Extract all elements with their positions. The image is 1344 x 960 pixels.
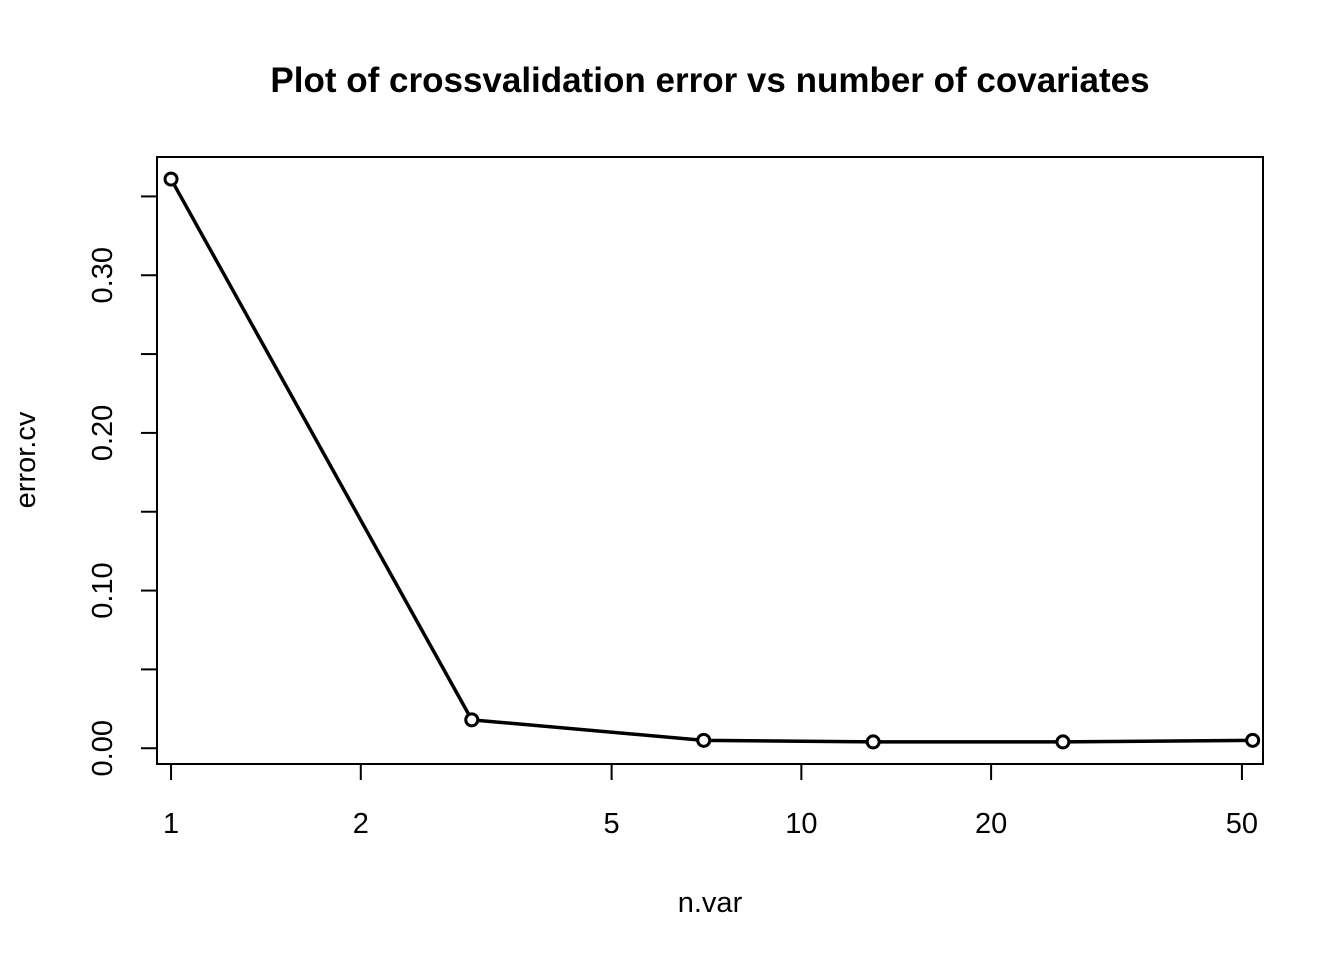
x-tick-label: 2 xyxy=(353,808,369,840)
x-tick-label: 20 xyxy=(975,808,1007,840)
data-point xyxy=(1245,732,1261,748)
x-axis: 1 2 5 10 20 50 xyxy=(163,763,1258,840)
y-tick-label: 0.00 xyxy=(87,720,119,776)
y-tick-label: 0.10 xyxy=(87,562,119,618)
x-tick-label: 50 xyxy=(1226,808,1258,840)
x-tick-label: 5 xyxy=(604,808,620,840)
chart-title: Plot of crossvalidation error vs number … xyxy=(270,61,1149,100)
data-point xyxy=(865,734,881,750)
series-line xyxy=(169,178,1253,744)
y-tick-label: 0.30 xyxy=(87,247,119,303)
y-axis-label: error.cv xyxy=(10,411,42,508)
series-layer xyxy=(163,171,1261,750)
y-tick-label: 0.20 xyxy=(87,405,119,461)
data-point xyxy=(696,732,712,748)
y-axis: 0.00 0.10 0.20 0.30 xyxy=(87,195,158,776)
data-point xyxy=(464,712,480,728)
x-tick-label: 1 xyxy=(163,808,179,840)
x-tick-label: 10 xyxy=(785,808,817,840)
data-point xyxy=(163,171,179,187)
data-point xyxy=(1055,734,1071,750)
x-axis-label: n.var xyxy=(678,887,743,919)
